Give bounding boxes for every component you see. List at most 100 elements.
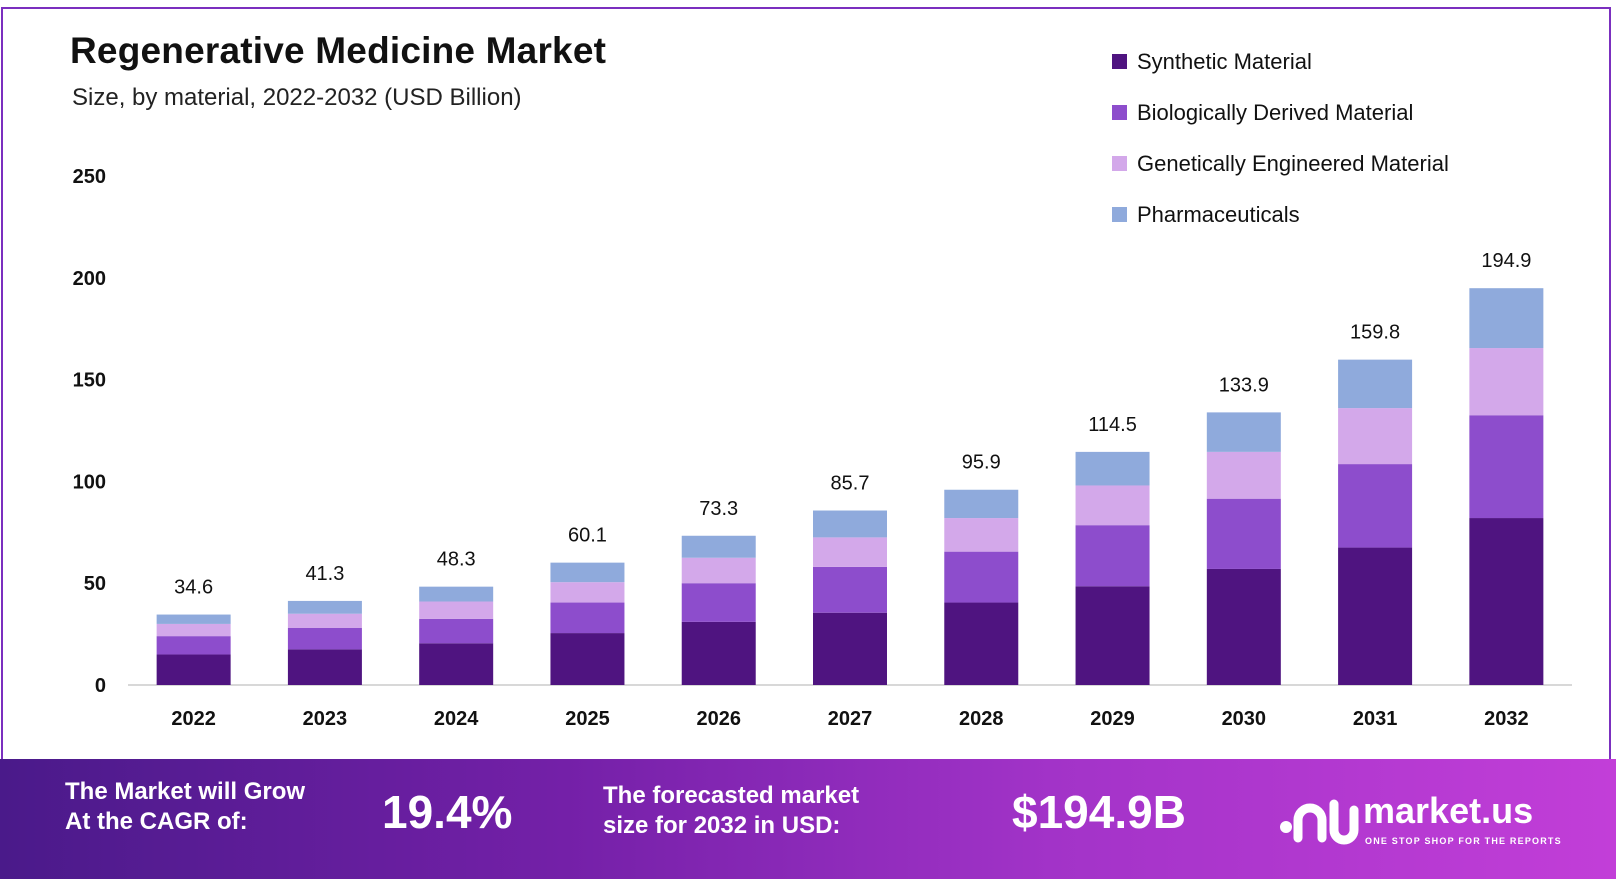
total-label-2024: 48.3 [437,549,476,571]
legend-item-genetic: Genetically Engineered Material [1112,138,1449,189]
bar-biological-2032 [1469,415,1544,519]
cagr-label: The Market will Grow At the CAGR of: [65,777,305,837]
bar-pharma-2024 [419,586,494,602]
legend-item-pharma: Pharmaceuticals [1112,189,1449,240]
x-tick-label-2026: 2026 [696,708,741,730]
total-label-2028: 95.9 [962,452,1001,474]
bar-genetic-2026 [681,557,756,584]
x-tick-label-2022: 2022 [171,708,216,730]
x-tick-label-2029: 2029 [1090,708,1135,730]
x-tick-label-2028: 2028 [959,708,1004,730]
total-label-2031: 159.8 [1350,322,1400,344]
legend-label-biological: Biologically Derived Material [1137,99,1414,125]
legend-label-pharma: Pharmaceuticals [1137,201,1300,227]
legend-swatch-biological [1112,105,1127,120]
bar-genetic-2028 [944,518,1019,552]
bar-biological-2026 [681,583,756,622]
stacked-bar-chart: 0 50 100 150 200 250 34.6 2022 41.3 2023 48.3 2024 6… [73,166,1572,730]
bar-pharma-2031 [1338,359,1413,409]
legend-item-synthetic: Synthetic Material [1112,36,1449,87]
total-label-2022: 34.6 [174,577,213,599]
chart-title: Regenerative Medicine Market [70,30,607,71]
legend: Synthetic Material Biologically Derived … [1112,36,1449,240]
bar-biological-2025 [550,602,625,634]
bar-genetic-2022 [156,623,231,637]
legend-label-synthetic: Synthetic Material [1137,48,1312,74]
total-label-2026: 73.3 [699,498,738,520]
cagr-label-line1: The Market will Grow [65,778,306,805]
bar-synthetic-2022 [156,654,231,685]
forecast-value: $194.9B [1012,786,1186,838]
bar-synthetic-2024 [419,643,494,685]
bar-synthetic-2027 [813,612,887,685]
legend-label-genetic: Genetically Engineered Material [1137,150,1449,176]
bar-synthetic-2032 [1469,518,1544,685]
bar-biological-2030 [1206,498,1281,569]
bar-synthetic-2025 [550,633,625,685]
logo-mark-icon [1280,799,1359,845]
bar-biological-2027 [813,566,887,613]
x-tick-label-2031: 2031 [1353,708,1398,730]
y-tick-label-250: 250 [73,166,106,188]
bar-genetic-2023 [287,613,362,628]
bar-genetic-2027 [813,537,887,567]
legend-swatch-pharma [1112,207,1127,222]
legend-item-biological: Biologically Derived Material [1112,87,1449,138]
total-label-2023: 41.3 [305,563,344,585]
total-label-2025: 60.1 [568,525,607,547]
y-tick-label-200: 200 [73,268,106,290]
bar-synthetic-2029 [1075,586,1150,685]
bar-genetic-2031 [1338,408,1413,465]
bar-biological-2022 [156,636,231,655]
forecast-label: The forecasted market size for 2032 in U… [603,781,859,841]
bar-genetic-2025 [550,582,625,603]
bar-pharma-2022 [156,614,231,624]
y-tick-label-0: 0 [95,675,106,697]
legend-swatch-synthetic [1112,54,1127,69]
x-tick-label-2023: 2023 [303,708,348,730]
logo-tagline: ONE STOP SHOP FOR THE REPORTS [1365,836,1562,846]
total-label-2030: 133.9 [1219,374,1269,396]
legend-swatch-genetic [1112,156,1127,171]
bar-synthetic-2023 [287,649,362,685]
bar-biological-2031 [1338,464,1413,548]
cagr-label-line2: At the CAGR of: [65,808,248,835]
chart-subtitle: Size, by material, 2022-2032 (USD Billio… [72,84,522,111]
x-tick-label-2024: 2024 [434,708,479,730]
cagr-value: 19.4% [382,786,513,838]
x-tick-label-2025: 2025 [565,708,610,730]
bar-genetic-2029 [1075,485,1150,526]
bar-biological-2029 [1075,525,1150,587]
bar-pharma-2029 [1075,451,1150,486]
bar-pharma-2028 [944,489,1019,519]
chart-frame [1,7,1611,875]
x-tick-label-2030: 2030 [1222,708,1267,730]
y-tick-label-50: 50 [84,573,106,595]
bar-genetic-2030 [1206,451,1281,499]
bar-biological-2028 [944,551,1019,603]
x-tick-label-2027: 2027 [828,708,873,730]
bar-pharma-2023 [287,600,362,614]
bar-synthetic-2030 [1206,568,1281,685]
total-label-2027: 85.7 [831,473,870,495]
total-label-2029: 114.5 [1088,414,1137,436]
bar-genetic-2024 [419,601,494,619]
logo-text: market.us [1363,790,1534,831]
bar-pharma-2025 [550,562,625,583]
bar-pharma-2032 [1469,288,1544,349]
bar-pharma-2027 [813,510,887,538]
forecast-label-line1: The forecasted market [603,782,860,809]
bar-synthetic-2031 [1338,547,1413,685]
bar-synthetic-2026 [681,621,756,685]
bar-biological-2024 [419,618,494,644]
y-tick-label-150: 150 [73,370,106,392]
bar-biological-2023 [287,627,362,650]
summary-banner: The Market will Grow At the CAGR of: 19.… [0,759,1616,879]
bar-pharma-2030 [1206,412,1281,452]
y-tick-label-100: 100 [73,471,106,493]
x-tick-label-2032: 2032 [1484,708,1529,730]
bar-genetic-2032 [1469,348,1544,416]
bar-synthetic-2028 [944,602,1019,685]
bar-pharma-2026 [681,535,756,558]
forecast-label-line2: size for 2032 in USD: [603,812,841,839]
